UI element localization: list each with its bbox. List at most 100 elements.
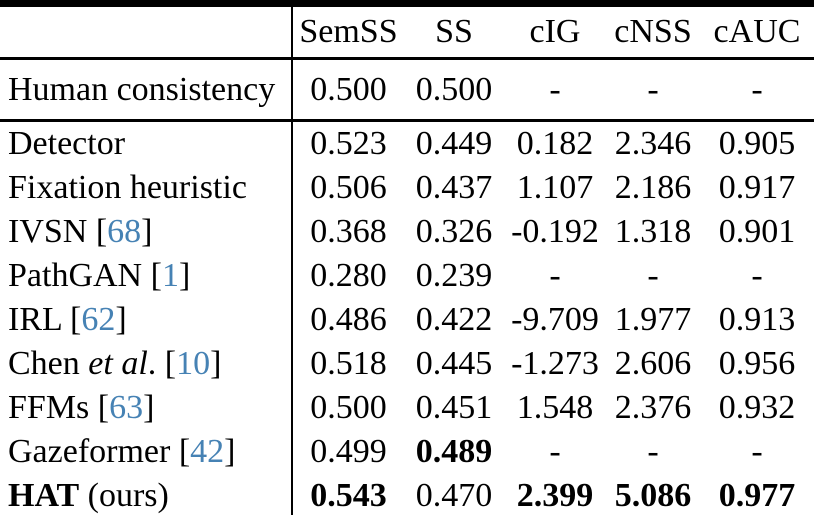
column-header-ss: SS: [404, 7, 504, 60]
citation-link[interactable]: 68: [107, 213, 142, 250]
label-text: Detector: [8, 125, 126, 162]
row-label: IRL [62]: [0, 298, 293, 342]
metric-value: 0.543: [310, 477, 387, 514]
metric-value: 0.518: [310, 345, 387, 382]
citation-link[interactable]: 1: [161, 257, 179, 294]
metric-value: 2.606: [614, 345, 692, 382]
metric-value: 0.280: [310, 257, 387, 294]
label-text: IRL [: [8, 301, 82, 338]
metric-value: 0.182: [516, 125, 594, 162]
label-text: PathGAN [: [8, 257, 162, 294]
label-text: ]: [115, 301, 127, 338]
row-label: Chen et al. [10]: [0, 342, 293, 386]
label-bold-text: HAT: [8, 477, 80, 514]
table-row: HAT (ours) 0.543 0.470 2.399 5.086 0.977: [0, 474, 814, 515]
table-row: Chen et al. [10] 0.518 0.445 -1.273 2.606 0.9…: [0, 342, 814, 386]
metric-value: 0.506: [310, 169, 387, 206]
metric-value: 0.449: [415, 125, 493, 162]
metric-value: -: [606, 58, 700, 122]
metric-value: -: [549, 433, 561, 470]
metric-value: 2.399: [516, 477, 594, 514]
metric-value: -: [504, 58, 606, 122]
metric-value: -: [700, 58, 814, 122]
label-text: . [: [147, 345, 177, 382]
metric-value: 0.500: [404, 58, 504, 122]
label-text: IVSN [: [8, 213, 108, 250]
column-header-cig: cIG: [504, 7, 606, 60]
metric-value: 1.977: [614, 301, 692, 338]
metric-value: 0.932: [718, 389, 796, 426]
metric-value: 2.376: [614, 389, 692, 426]
table-row: IVSN [68] 0.368 0.326 -0.192 1.318 0.901: [0, 210, 814, 254]
table-row: IRL [62] 0.486 0.422 -9.709 1.977 0.913: [0, 298, 814, 342]
metric-value: -: [751, 433, 763, 470]
metric-value: 5.086: [614, 477, 692, 514]
table-row: Detector 0.523 0.449 0.182 2.346 0.905: [0, 120, 814, 166]
metric-value: 0.326: [415, 213, 493, 250]
label-text: Fixation heuristic: [8, 169, 247, 206]
metric-value: 2.346: [614, 125, 692, 162]
column-header-semss: SemSS: [292, 7, 404, 60]
metric-value: 0.917: [718, 169, 796, 206]
metric-value: 1.107: [516, 169, 594, 206]
citation-link[interactable]: 10: [176, 345, 211, 382]
metric-value: 0.489: [415, 433, 493, 470]
label-text: FFMs [: [8, 389, 110, 426]
label-text: Human consistency: [8, 70, 276, 108]
label-text: ]: [210, 345, 222, 382]
metric-value: 0.499: [310, 433, 387, 470]
label-text: ]: [143, 389, 155, 426]
metric-value: 0.977: [718, 477, 796, 514]
metric-value: 1.318: [614, 213, 692, 250]
metric-value: 0.901: [718, 213, 796, 250]
citation-link[interactable]: 63: [109, 389, 144, 426]
row-label: Gazeformer [42]: [0, 430, 293, 474]
citation-link[interactable]: 62: [81, 301, 116, 338]
column-header-cnss: cNSS: [606, 7, 700, 60]
label-text: (ours): [79, 477, 169, 514]
row-label: Human consistency: [0, 58, 293, 122]
metric-value: 0.451: [415, 389, 493, 426]
row-label: IVSN [68]: [0, 210, 293, 254]
label-italic-text: et al: [88, 345, 148, 382]
metric-value: -0.192: [511, 213, 599, 250]
metric-value: 0.905: [718, 125, 796, 162]
table-row: FFMs [63] 0.500 0.451 1.548 2.376 0.932: [0, 386, 814, 430]
label-text: ]: [141, 213, 153, 250]
header-row: SemSS SS cIG cNSS cAUC: [0, 7, 814, 60]
metric-value: 0.913: [718, 301, 796, 338]
metric-value: -: [647, 257, 659, 294]
metrics-table: SemSS SS cIG cNSS cAUC Human consistency…: [0, 7, 814, 515]
metric-value: -1.273: [511, 345, 599, 382]
metric-value: 0.486: [310, 301, 387, 338]
table-top-rule: [0, 0, 814, 7]
column-header-cauc: cAUC: [700, 7, 814, 60]
row-label: Fixation heuristic: [0, 166, 293, 210]
label-text: ]: [178, 257, 191, 294]
row-label: PathGAN [1]: [0, 254, 293, 298]
metric-value: 0.445: [415, 345, 493, 382]
metric-value: -: [751, 257, 763, 294]
metric-value: 0.500: [310, 389, 387, 426]
table-row: Gazeformer [42] 0.499 0.489 - - -: [0, 430, 814, 474]
table-header: SemSS SS cIG cNSS cAUC: [0, 7, 814, 60]
metric-value: -: [549, 257, 561, 294]
human-consistency-section: Human consistency 0.500 0.500- - -: [0, 58, 814, 122]
metric-value: 0.239: [415, 257, 493, 294]
citation-link[interactable]: 42: [190, 433, 225, 470]
metric-value: 0.470: [415, 477, 493, 514]
models-section: Detector 0.523 0.449 0.182 2.346 0.905 Fixatio…: [0, 120, 814, 515]
row-label: HAT (ours): [0, 474, 293, 515]
metric-value: 0.500: [292, 58, 404, 122]
metric-value: 1.548: [516, 389, 594, 426]
metric-value: 0.368: [310, 213, 387, 250]
metric-value: 2.186: [614, 169, 692, 206]
header-label-spacer: [0, 7, 293, 60]
metric-value: 0.523: [310, 125, 387, 162]
metric-value: 0.956: [718, 345, 796, 382]
row-label: FFMs [63]: [0, 386, 293, 430]
metric-value: 0.437: [415, 169, 493, 206]
table-row: Human consistency 0.500 0.500- - -: [0, 58, 814, 122]
label-text: ]: [224, 433, 236, 470]
